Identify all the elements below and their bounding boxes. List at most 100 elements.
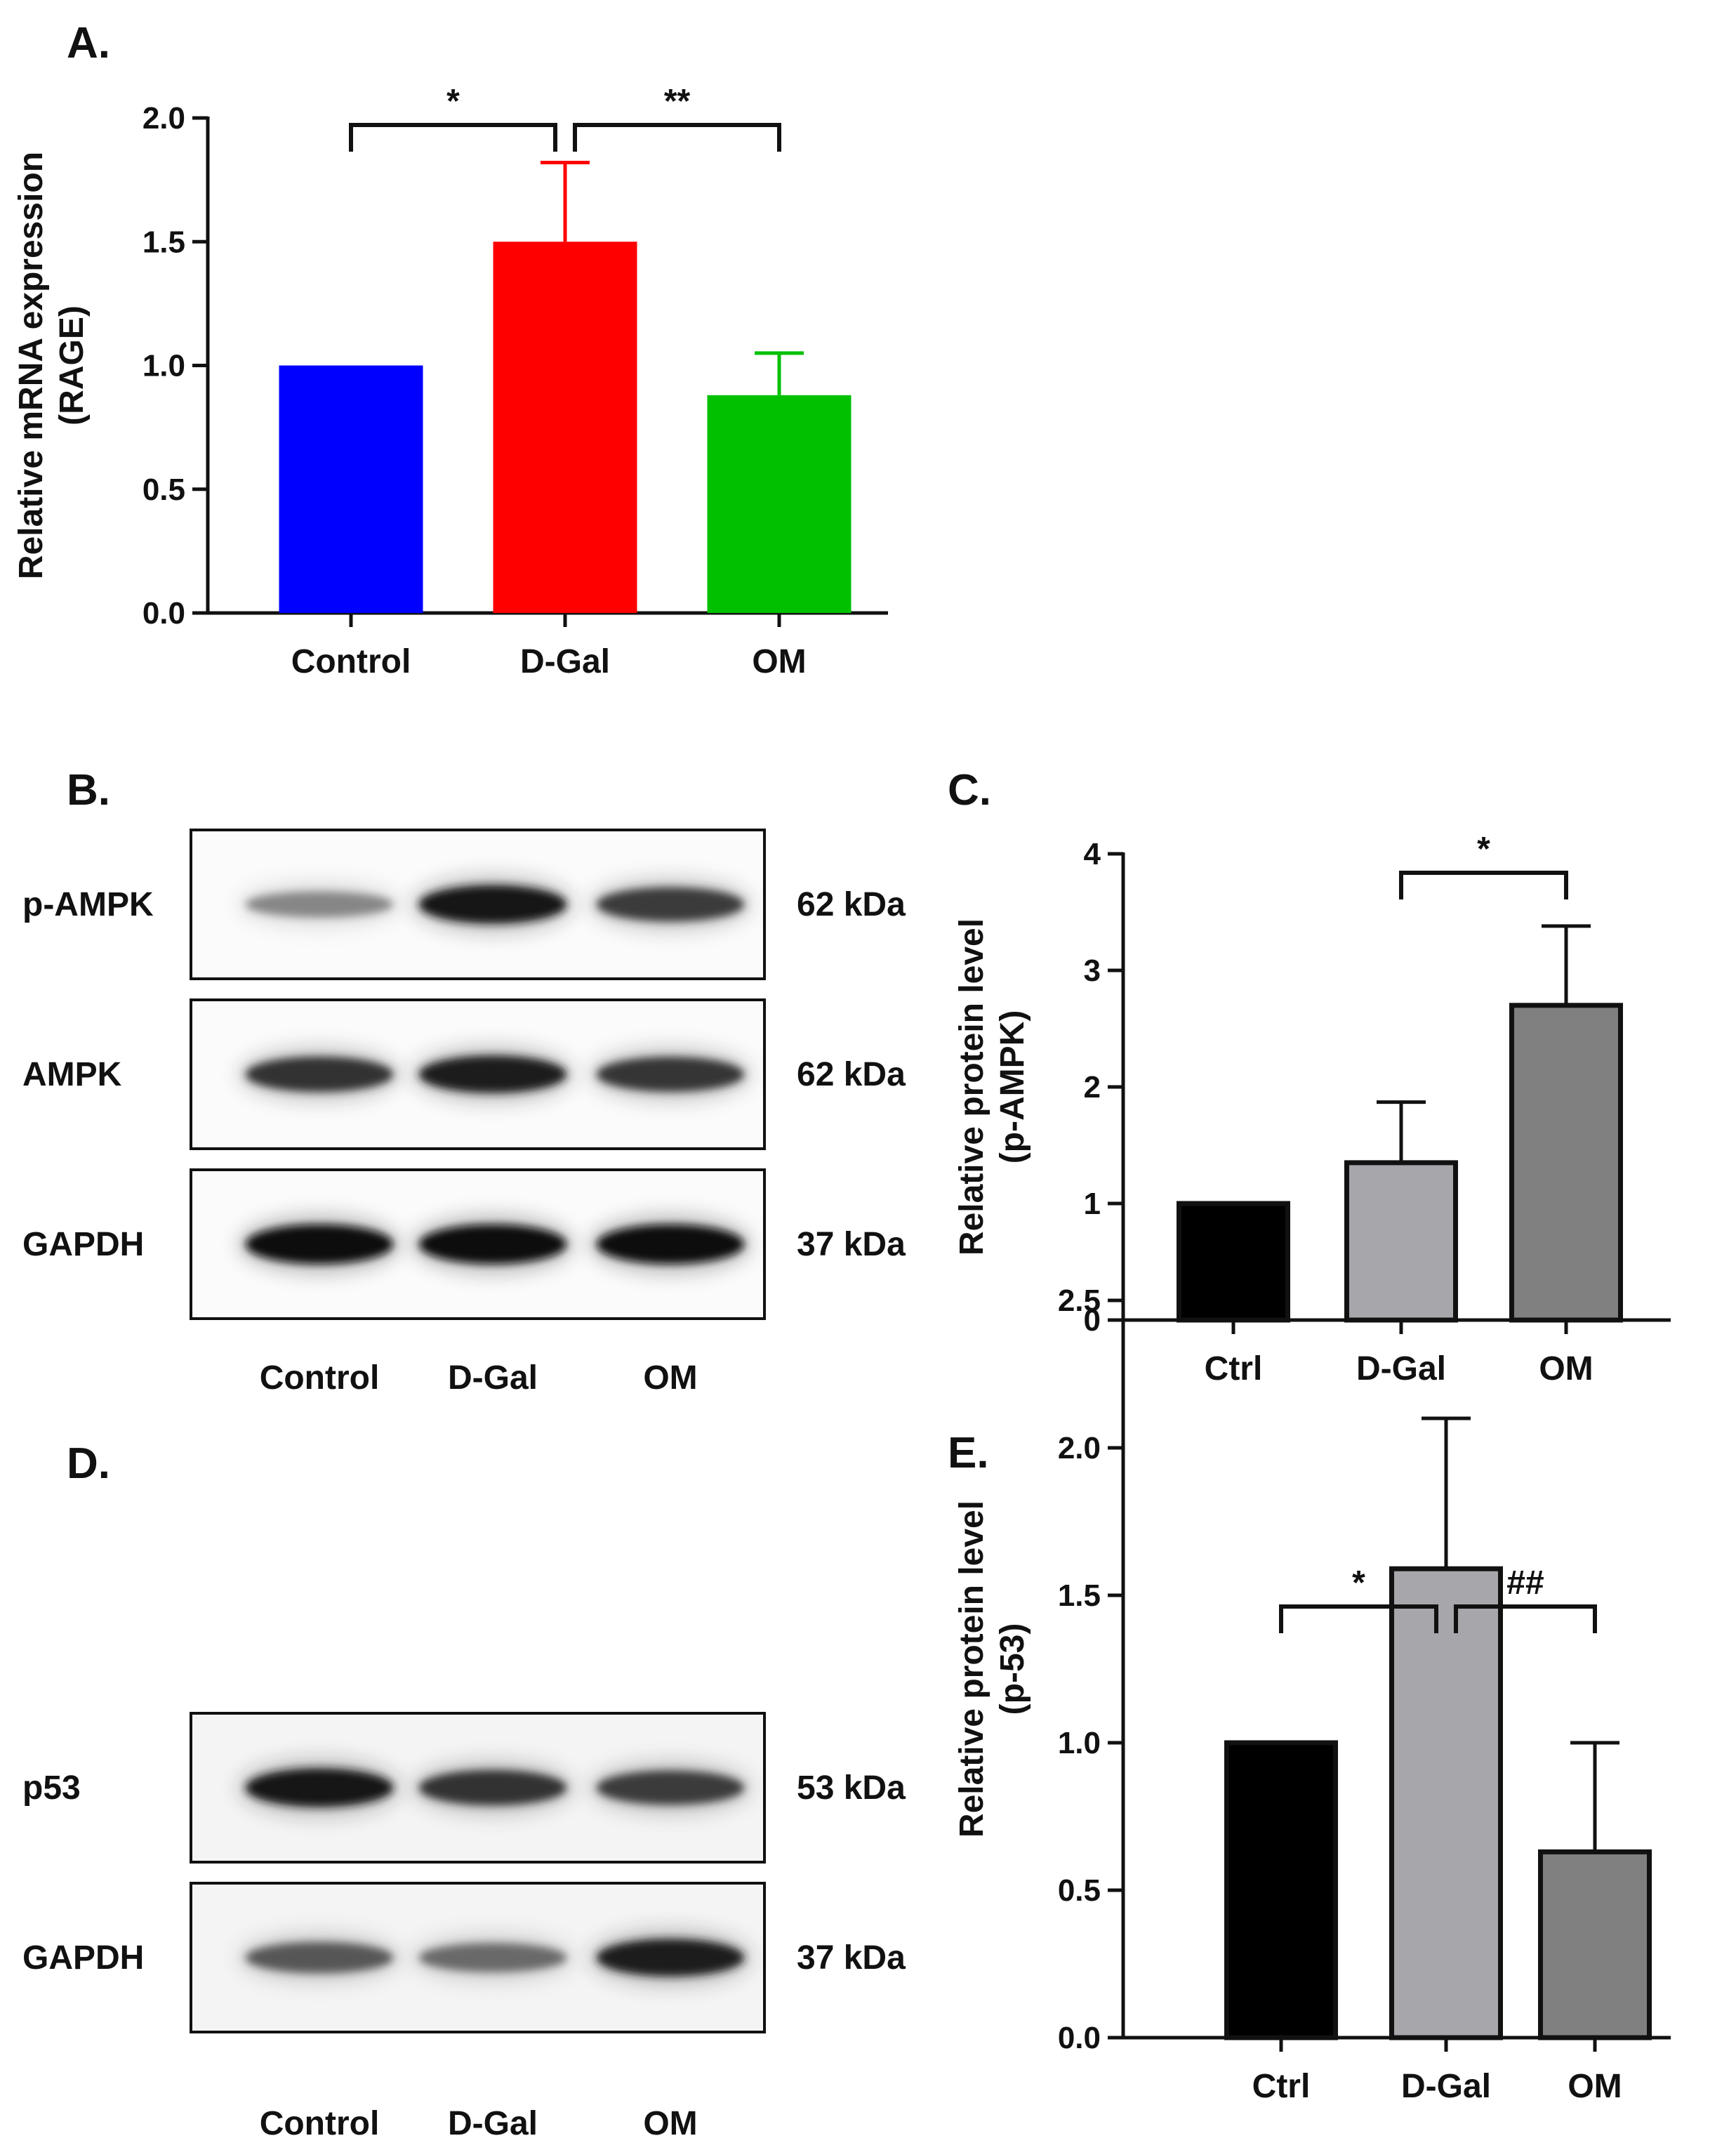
significance-bracket	[349, 123, 557, 152]
y-tick-label: 2	[1084, 1070, 1101, 1104]
y-tick-label: 0	[1084, 1303, 1101, 1338]
bar-om	[1509, 1003, 1623, 1323]
x-tick-label: Ctrl	[1252, 2068, 1311, 2105]
x-tick-label: D-Gal	[1401, 2068, 1491, 2105]
y-tick-label: 2.5	[1058, 1284, 1101, 1318]
band-om	[597, 1770, 744, 1805]
x-tick-label: D-Gal	[520, 643, 610, 680]
y-tick-label: 0.0	[143, 596, 185, 631]
band-d-gal	[419, 1943, 566, 1972]
significance-bracket	[573, 123, 781, 152]
blot-row-ampk: AMPK 62 kDa	[22, 998, 906, 1150]
band-d-gal	[419, 1055, 566, 1093]
western-blot-d: p53 53 kDa GAPDH 37 kDa Control D-Gal OM	[22, 1712, 906, 2142]
y-tick-label: 3	[1084, 954, 1101, 988]
bar-om	[707, 395, 852, 613]
band-d-gal	[419, 885, 566, 924]
protein-label: GAPDH	[22, 1226, 144, 1263]
western-blot-b: p-AMPK 62 kDa AMPK 62 kDa GAPDH 37 kDa Control…	[22, 829, 906, 1397]
blot-row-gapdh: GAPDH 37 kDa	[22, 1882, 906, 2033]
molecular-weight-label: 53 kDa	[797, 1769, 906, 1807]
y-tick-label: 4	[1084, 837, 1101, 871]
y-axis-title-line: (p-AMPK)	[994, 1010, 1031, 1164]
significance-label: ##	[1506, 1564, 1544, 1602]
band-om	[597, 1939, 744, 1977]
chart-e-p53: 0.0 0.5 1.0 1.5 2.0 2.5 Ctrl D-Gal OM * ## Relative…	[953, 1284, 1671, 2105]
panel-label-a: A.	[67, 19, 110, 67]
bar-d-gal	[1344, 1160, 1458, 1323]
significance-bracket	[1454, 1604, 1597, 1633]
y-tick-label: 0.5	[1058, 1873, 1101, 1908]
blot-row-p53: p53 53 kDa	[22, 1712, 906, 1864]
y-tick-label: 2.0	[1058, 1431, 1101, 1465]
bar-ctrl	[1177, 1201, 1290, 1323]
lane-label: Control	[260, 2105, 380, 2142]
band-om	[597, 1057, 744, 1092]
y-tick-label: 1.0	[143, 349, 185, 383]
bar-d-gal	[493, 242, 637, 613]
protein-label: p-AMPK	[22, 886, 154, 923]
x-tick-label: OM	[1539, 1350, 1593, 1387]
y-axis-title-line: (p-53)	[994, 1623, 1031, 1715]
protein-label: GAPDH	[22, 1939, 144, 1977]
band-control	[246, 1225, 393, 1264]
band-control	[246, 1057, 393, 1092]
significance-label: *	[1352, 1564, 1365, 1602]
band-d-gal	[419, 1770, 566, 1805]
y-axis-title: Relative mRNA expression (RAGE)	[13, 152, 91, 579]
molecular-weight-label: 37 kDa	[797, 1226, 906, 1263]
band-control	[246, 1768, 393, 1807]
molecular-weight-label: 37 kDa	[797, 1939, 906, 1977]
band-control	[246, 891, 393, 918]
significance-label: *	[1477, 831, 1490, 868]
y-axis-title: Relative protein level (p-53)	[953, 1501, 1031, 1838]
panel-label-b: B.	[67, 766, 110, 815]
y-axis-title: Relative protein level (p-AMPK)	[953, 918, 1031, 1255]
panel-label-d: D.	[67, 1439, 110, 1488]
band-om	[597, 887, 744, 922]
y-tick-label: 1.5	[143, 225, 185, 259]
y-axis-title-line: Relative protein level	[953, 918, 990, 1255]
y-tick-label: 1.5	[1058, 1578, 1101, 1613]
panel-label-e: E.	[948, 1429, 989, 1477]
lane-label: D-Gal	[448, 2105, 538, 2142]
x-tick-label: Ctrl	[1205, 1350, 1263, 1387]
significance-bracket	[1279, 1604, 1438, 1633]
y-tick-label: 2.0	[143, 101, 185, 136]
lane-label: D-Gal	[448, 1359, 538, 1397]
bar-d-gal	[1389, 1566, 1503, 2040]
chart-c-p-ampk: 0 1 2 3 4 Ctrl D-Gal OM * Relative protein level(…	[953, 831, 1671, 1387]
panel-label-c: C.	[948, 766, 991, 815]
band-control	[246, 1942, 393, 1973]
protein-label: p53	[22, 1769, 81, 1807]
lane-label: OM	[643, 1359, 697, 1397]
significance-label: *	[446, 83, 460, 120]
x-tick-label: Control	[291, 643, 411, 680]
x-tick-label: D-Gal	[1356, 1350, 1446, 1387]
band-d-gal	[419, 1225, 566, 1264]
lane-label: OM	[643, 2105, 697, 2142]
y-axis-title-line: Relative protein level	[953, 1501, 990, 1838]
y-axis-title-line: (RAGE)	[53, 305, 91, 426]
significance-bracket	[1399, 871, 1568, 899]
molecular-weight-label: 62 kDa	[797, 886, 906, 923]
blot-row-p-ampk: p-AMPK 62 kDa	[22, 829, 906, 980]
protein-label: AMPK	[22, 1056, 122, 1093]
bar-control	[279, 365, 423, 613]
blot-row-gapdh: GAPDH 37 kDa	[22, 1168, 906, 1320]
y-tick-label: 0.5	[143, 473, 185, 507]
bar-om	[1538, 1849, 1652, 2040]
y-tick-label: 1.0	[1058, 1726, 1101, 1760]
bar-ctrl	[1224, 1740, 1338, 2040]
band-om	[597, 1225, 744, 1264]
x-tick-label: OM	[1568, 2068, 1622, 2105]
molecular-weight-label: 62 kDa	[797, 1056, 906, 1093]
y-tick-label: 0.0	[1058, 2021, 1101, 2055]
y-axis-title-line: Relative mRNA expression	[13, 152, 50, 579]
significance-label: **	[664, 83, 691, 120]
y-tick-label: 1	[1084, 1187, 1101, 1221]
lane-label: Control	[260, 1359, 380, 1397]
x-tick-label: OM	[752, 643, 806, 680]
